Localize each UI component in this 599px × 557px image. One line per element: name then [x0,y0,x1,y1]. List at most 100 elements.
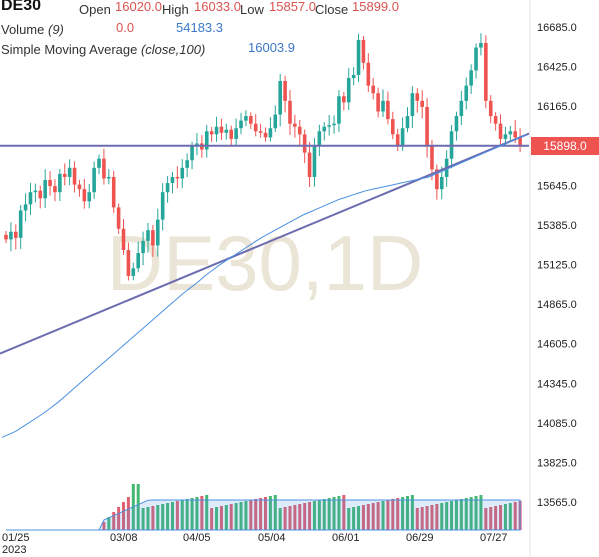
candle-body [190,146,194,161]
candle-body [175,176,180,179]
candle-body [410,93,415,117]
candle-body [498,123,503,139]
candle-body [4,234,8,240]
volume-bar [273,495,277,530]
volume-bar [430,505,434,530]
volume-bar [479,495,483,530]
volume-bar [410,495,414,530]
volume-bar [224,505,228,530]
candle-body [484,42,488,101]
volume-bar [361,505,365,530]
candle-body [263,132,268,138]
candle-body [77,184,82,190]
volume-bar [450,501,454,530]
candle-body [493,116,498,124]
candle-body [381,100,385,112]
volume-bar [185,499,189,530]
volume-bar [327,498,331,530]
volume-bar [249,500,253,530]
candle-body [28,192,33,205]
y-tick-label: 14865.0 [537,299,577,311]
volume-bar [283,507,287,530]
candle-body [43,180,47,199]
volume-bar [464,498,468,530]
volume-series [6,484,522,531]
volume-bar [489,507,493,530]
volume-bar [303,503,307,530]
candle-body [391,119,395,135]
candle-body [234,128,238,139]
candle-body [244,116,248,121]
volume-bar [317,500,321,530]
volume-bar [401,497,405,530]
candle-body [386,100,390,120]
volume-bar [107,517,111,530]
candle-body [361,39,366,63]
y-tick-label: 15645.0 [537,180,577,192]
candle-body [268,128,273,138]
candle-body [293,123,297,127]
candle-body [87,192,92,202]
volume-bar [371,503,375,530]
y-tick-label: 14085.0 [537,418,577,430]
candle-body [503,134,508,139]
volume-bar [166,503,170,530]
volume-bar [347,508,351,530]
candle-body [58,173,62,193]
candle-body [454,116,459,132]
candle-body [346,78,351,103]
candle-body [332,123,336,126]
candle-body [405,116,410,129]
volume-bar [293,505,297,530]
y-tick-label: 15125.0 [537,260,577,272]
volume-bar [474,496,478,530]
volume-bar [312,501,316,530]
candle-body [136,253,140,269]
volume-bar [499,505,503,530]
candle-body [224,129,229,133]
volume-bar [200,496,204,530]
volume-bar [381,501,385,530]
volume-bar [126,497,130,530]
volume-bar [146,507,150,530]
price-axis[interactable]: 16685.016425.016165.015905.015645.015385… [529,0,577,557]
candle-body [469,70,473,86]
volume-bar [440,503,444,530]
candle-body [82,189,87,202]
y-tick-label: 16685.0 [537,22,577,34]
volume-bar [175,501,179,530]
candle-body [327,125,331,127]
volume-bar [268,496,272,530]
candle-body [297,126,302,135]
candle-body [209,131,214,135]
volume-bar [508,503,512,530]
candle-body [33,190,38,193]
trend-line[interactable] [0,132,530,355]
volume-bar [244,501,248,530]
volume-bar [259,498,263,530]
candle-body [474,47,478,71]
volume-bar [180,500,184,530]
candle-body [151,230,155,246]
candle-body [249,116,253,124]
candle-body [239,120,243,129]
y-tick-label: 16425.0 [537,62,577,74]
candle-body [53,186,57,193]
volume-bar [376,502,380,530]
candle-body [302,134,307,153]
volume-bar [503,504,507,530]
sma-line [1,133,528,438]
volume-bar [156,505,160,530]
volume-bar [308,502,312,530]
volume-bar [102,522,106,530]
volume-bar [170,502,174,530]
volume-bar [386,500,390,530]
volume-bar [322,499,326,530]
candle-body [518,137,522,147]
volume-bar [210,508,214,530]
x-tick-label: 06/29 [406,532,434,544]
x-tick-label: 2023 [2,544,26,556]
candle-body [435,169,439,190]
